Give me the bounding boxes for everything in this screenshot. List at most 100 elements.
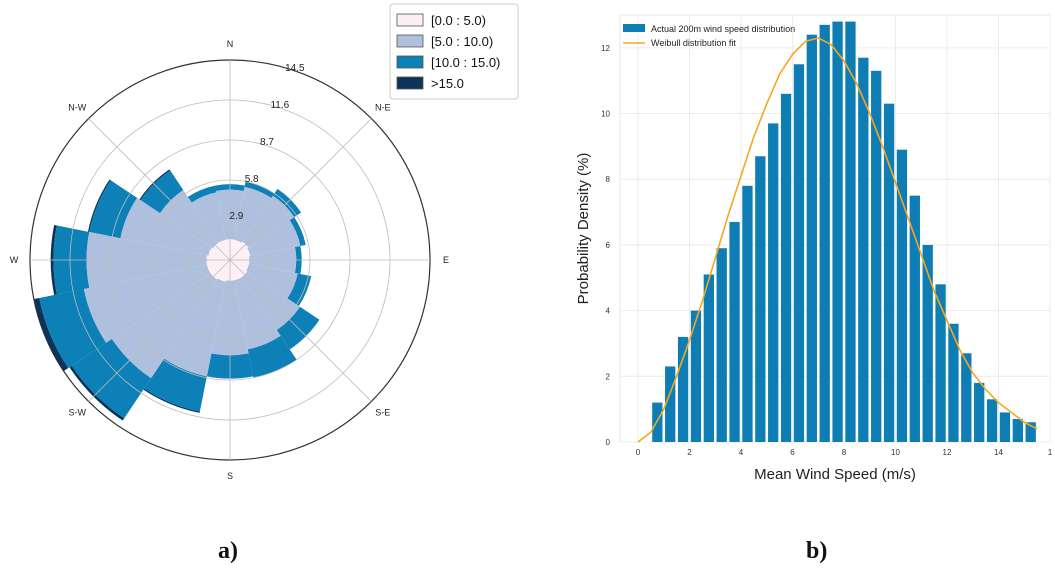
x-tick-label: 8 bbox=[842, 448, 847, 457]
histogram-bar bbox=[729, 221, 740, 442]
rose-wedge-NNW-bin2 bbox=[191, 192, 226, 243]
rose-radial-tick-label: 14.5 bbox=[285, 63, 305, 74]
rose-direction-label: N bbox=[227, 39, 234, 49]
rose-wedge-SSW-bin1 bbox=[217, 260, 230, 282]
rose-direction-label: E bbox=[443, 255, 449, 265]
x-tick-label: 0 bbox=[636, 448, 641, 457]
histogram-bar bbox=[703, 274, 714, 442]
rose-wedge-SSW-bin2 bbox=[164, 278, 226, 377]
rose-wedge-WNW-bin2 bbox=[120, 197, 212, 256]
y-tick-label: 0 bbox=[606, 438, 611, 447]
y-tick-label: 2 bbox=[606, 372, 611, 381]
rose-spoke-8 bbox=[88, 118, 231, 261]
rose-wedge-SW-bin4 bbox=[69, 365, 125, 421]
rose-wedge-SSE-bin1 bbox=[230, 260, 242, 281]
rose-legend-label-4: >15.0 bbox=[431, 76, 464, 91]
rose-wedge-ENE-bin2 bbox=[247, 220, 301, 256]
y-tick-label: 6 bbox=[606, 241, 611, 250]
panel-label-a: a) bbox=[218, 538, 238, 564]
rose-legend-swatch-4 bbox=[396, 76, 424, 90]
histogram-bar bbox=[935, 284, 946, 442]
legend-label-weibull: Weibull distribution fit bbox=[651, 38, 736, 48]
rose-spoke-2 bbox=[229, 118, 372, 261]
rose-direction-label: S-E bbox=[375, 408, 390, 418]
rose-wedge-WSW-bin3 bbox=[39, 289, 107, 369]
histogram-bar bbox=[716, 248, 727, 442]
rose-wedge-NNE-bin1 bbox=[230, 239, 242, 260]
histogram-bar bbox=[793, 64, 805, 442]
histogram-bar bbox=[755, 156, 766, 442]
wind-rose-chart: 2.9 5.8 8.7 11.6 14.5 N N-E E S-E S S-W W N-W [0.0 : … bbox=[10, 3, 519, 481]
rose-direction-label: W bbox=[10, 255, 19, 265]
rose-wedge-SSE-bin3 bbox=[247, 335, 297, 378]
panel-label-b: b) bbox=[806, 538, 828, 564]
rose-legend-label-2: [5.0 : 10.0) bbox=[431, 34, 493, 49]
rose-radial-tick-label: 5.8 bbox=[245, 174, 259, 185]
x-axis-label: Mean Wind Speed (m/s) bbox=[754, 466, 916, 483]
histogram-bar bbox=[832, 21, 843, 442]
rose-spoke-4 bbox=[229, 259, 372, 402]
rose-spoke-6 bbox=[88, 259, 231, 402]
rose-radial-tick-label: 8.7 bbox=[260, 137, 274, 148]
y-tick-label: 8 bbox=[606, 175, 611, 184]
rose-radial-tick-label: 11.6 bbox=[270, 100, 289, 111]
rose-wedge-NNW-bin3 bbox=[187, 185, 217, 203]
x-tick-label: 10 bbox=[891, 448, 900, 457]
histogram-bar bbox=[948, 323, 959, 442]
y-tick-label: 12 bbox=[601, 44, 610, 53]
rose-wedge-ESE-bin1 bbox=[230, 260, 249, 271]
rose-wedge-NNE-bin2 bbox=[234, 186, 272, 243]
rose-wedge-WNW-bin4 bbox=[87, 179, 111, 233]
rose-wedge-NW-bin4 bbox=[139, 169, 171, 201]
histogram-bar bbox=[871, 70, 882, 442]
rose-wedge-ENE-bin1 bbox=[230, 248, 251, 260]
rose-radial-tick-label: 2.9 bbox=[229, 211, 243, 222]
rose-wedge-ESE-bin3 bbox=[287, 273, 312, 306]
legend-label-actual: Actual 200m wind speed distribution bbox=[651, 24, 795, 34]
rose-wedge-WNW-bin1 bbox=[208, 247, 230, 260]
histogram-bar bbox=[677, 336, 689, 442]
histogram-bar bbox=[974, 382, 985, 442]
rose-wedge-NNE-bin3 bbox=[244, 181, 275, 199]
histogram-bar bbox=[896, 149, 908, 442]
legend-swatch-actual bbox=[623, 24, 645, 32]
histogram-bar bbox=[999, 412, 1011, 442]
rose-wedge-ESE-bin2 bbox=[246, 263, 298, 299]
rose-legend-swatch-2 bbox=[396, 34, 424, 48]
x-tick-label: 2 bbox=[687, 448, 692, 457]
histogram-bar bbox=[780, 93, 792, 442]
rose-legend-label-3: [10.0 : 15.0) bbox=[431, 55, 500, 70]
rose-wedge-NNW-bin1 bbox=[218, 239, 230, 260]
rose-direction-label: N-E bbox=[375, 102, 391, 112]
y-tick-label: 4 bbox=[606, 307, 611, 316]
histogram-bar bbox=[819, 24, 830, 442]
x-tick-label: 14 bbox=[994, 448, 1003, 457]
x-tick-label: 1 bbox=[1048, 448, 1053, 457]
y-tick-label: 10 bbox=[601, 110, 610, 119]
rose-wedge-SSE-bin2 bbox=[234, 277, 281, 350]
histogram-bar bbox=[845, 21, 856, 442]
histogram-bar bbox=[858, 57, 869, 442]
histogram-bar bbox=[665, 366, 676, 442]
rose-wedge-WNW-bin3 bbox=[89, 180, 138, 239]
rose-legend: [0.0 : 5.0) [5.0 : 10.0) [10.0 : 15.0) >15.… bbox=[389, 3, 519, 100]
rose-legend-frame bbox=[389, 3, 519, 100]
rose-wedge-SSW-bin3 bbox=[144, 358, 207, 412]
rose-wedge-WSW-bin2 bbox=[83, 264, 211, 343]
rose-legend-label-1: [0.0 : 5.0) bbox=[431, 13, 486, 28]
histogram-bar bbox=[883, 103, 895, 442]
rose-wedge-ENE-bin3 bbox=[289, 217, 306, 247]
histogram-bar bbox=[961, 353, 972, 442]
histogram-bar bbox=[986, 399, 998, 442]
weibull-fit-line bbox=[637, 37, 1038, 443]
x-tick-label: 6 bbox=[790, 448, 795, 457]
histogram-bar bbox=[909, 195, 920, 442]
rose-wedge-WSW-bin1 bbox=[207, 260, 230, 274]
histogram-bar bbox=[1025, 422, 1036, 442]
rose-direction-label: S bbox=[227, 471, 233, 481]
x-tick-label: 12 bbox=[943, 448, 952, 457]
rose-direction-label: S-W bbox=[69, 408, 87, 418]
histogram-bar bbox=[768, 123, 779, 443]
rose-wedge-WSW-bin4 bbox=[33, 297, 69, 372]
rose-legend-swatch-1 bbox=[396, 13, 424, 27]
